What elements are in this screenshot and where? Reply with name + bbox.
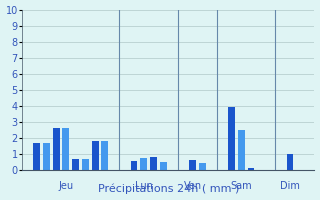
Bar [72, 159, 79, 170]
Text: Dim: Dim [280, 181, 300, 191]
X-axis label: Précipitations 24h ( mm ): Précipitations 24h ( mm ) [98, 184, 239, 194]
Bar [92, 141, 99, 170]
Bar [199, 163, 206, 170]
Bar [131, 161, 138, 170]
Bar [189, 160, 196, 170]
Text: Jeu: Jeu [58, 181, 73, 191]
Text: Sam: Sam [230, 181, 252, 191]
Bar [101, 141, 108, 170]
Bar [228, 107, 235, 170]
Bar [53, 128, 60, 170]
Text: Ven: Ven [183, 181, 202, 191]
Bar [287, 154, 293, 170]
Bar [150, 157, 157, 170]
Bar [140, 158, 147, 170]
Bar [248, 168, 254, 170]
Bar [43, 143, 50, 170]
Text: Lun: Lun [135, 181, 153, 191]
Bar [62, 128, 69, 170]
Bar [160, 162, 167, 170]
Bar [238, 130, 245, 170]
Bar [33, 143, 40, 170]
Bar [82, 159, 89, 170]
